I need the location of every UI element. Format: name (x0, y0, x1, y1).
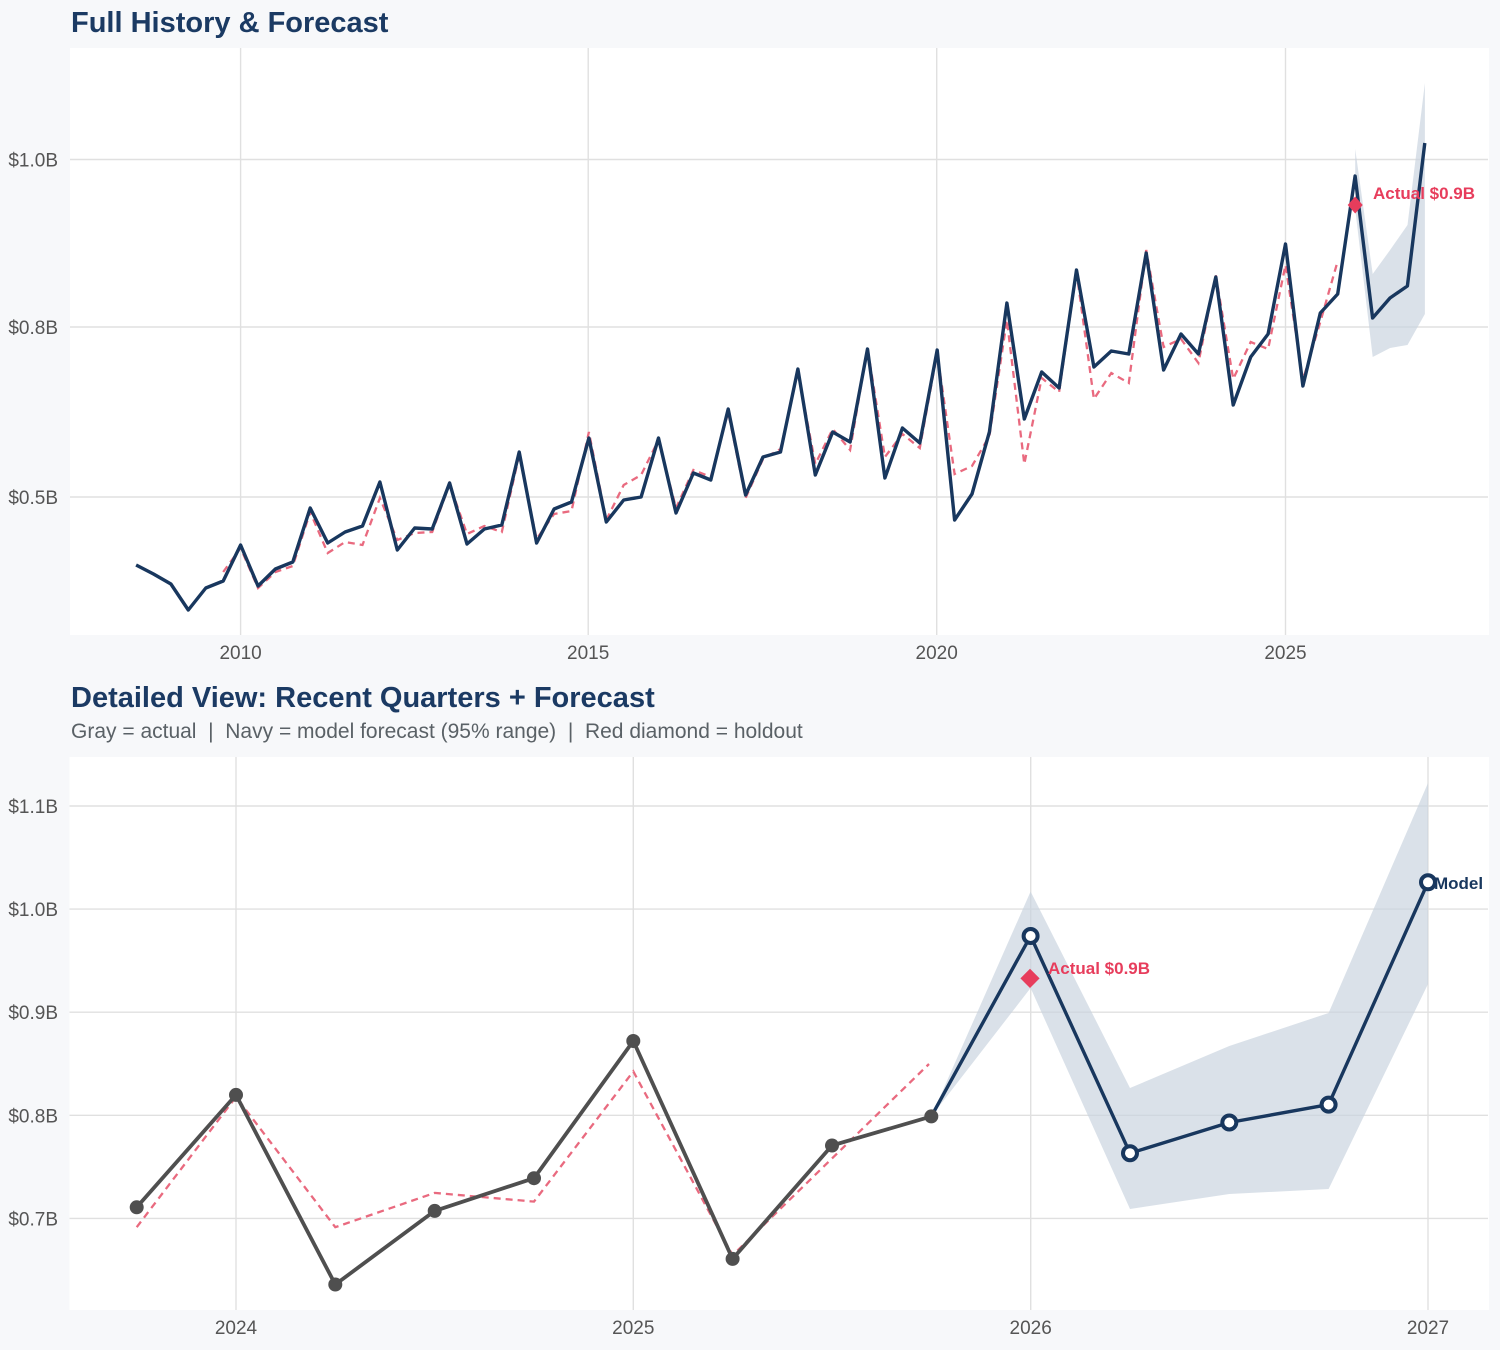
svg-text:Model: Model (1434, 874, 1483, 893)
svg-text:2024: 2024 (215, 1318, 258, 1339)
svg-text:$0.5B: $0.5B (8, 488, 58, 509)
svg-text:2026: 2026 (1010, 1318, 1052, 1339)
svg-text:2027: 2027 (1407, 1318, 1449, 1339)
svg-text:2010: 2010 (219, 643, 261, 664)
svg-text:2015: 2015 (567, 643, 609, 664)
svg-text:$0.7B: $0.7B (8, 1209, 58, 1230)
svg-text:2025: 2025 (612, 1318, 654, 1339)
svg-text:Gray = actual | Navy = model: Gray = actual | Navy = model forecast (9… (71, 720, 803, 743)
svg-text:$1.1B: $1.1B (8, 797, 58, 818)
svg-text:$1.0B: $1.0B (8, 151, 58, 172)
svg-text:Detailed View: Recent Quarters: Detailed View: Recent Quarters + Forecas… (71, 682, 655, 714)
svg-text:2025: 2025 (1264, 643, 1306, 664)
svg-text:Actual $0.9B: Actual $0.9B (1373, 184, 1475, 203)
svg-text:$0.8B: $0.8B (8, 318, 58, 339)
svg-text:2020: 2020 (916, 643, 958, 664)
svg-text:Actual $0.9B: Actual $0.9B (1048, 959, 1150, 978)
svg-text:$0.9B: $0.9B (8, 1003, 58, 1024)
svg-text:Full History & Forecast: Full History & Forecast (71, 7, 389, 39)
svg-text:$0.8B: $0.8B (8, 1106, 58, 1127)
svg-text:$1.0B: $1.0B (8, 900, 58, 921)
